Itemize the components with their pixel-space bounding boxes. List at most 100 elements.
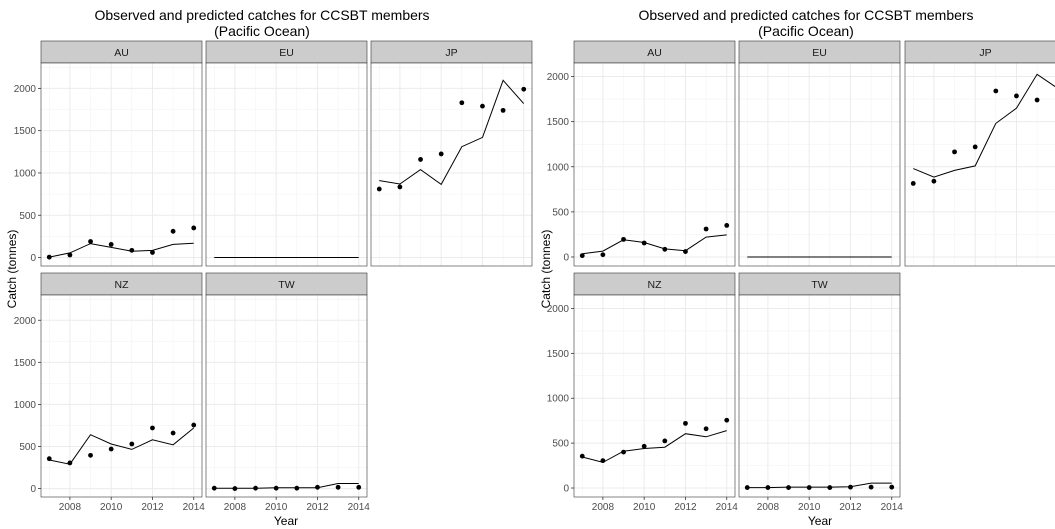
observed-point xyxy=(910,181,916,186)
observed-point xyxy=(621,236,626,242)
y-tick-label: 2000 xyxy=(547,72,570,83)
panel-background xyxy=(371,63,532,266)
predicted-line xyxy=(913,73,1055,178)
y-tick-label: 0 xyxy=(563,484,569,495)
observed-point xyxy=(438,151,444,157)
panel-tw: TW 2008 2010 2012 2014 xyxy=(738,272,903,513)
observed-point xyxy=(600,252,606,258)
panel-eu: EU xyxy=(738,40,901,267)
x-tick-label: 2008 xyxy=(757,502,780,513)
panel-background xyxy=(41,63,202,266)
observed-point xyxy=(703,426,709,432)
panel-background xyxy=(206,295,367,497)
chart-right: Observed and predicted catches for CCSBT… xyxy=(539,7,1055,528)
observed-point xyxy=(108,242,114,247)
observed-point xyxy=(376,186,382,192)
observed-point xyxy=(1034,97,1040,103)
observed-point xyxy=(232,486,238,491)
predicted-line xyxy=(582,234,727,255)
chart-left: Observed and predicted catches for CCSBT… xyxy=(5,7,533,528)
observed-point xyxy=(806,485,812,490)
x-tick-label: 2008 xyxy=(592,502,615,513)
x-tick-label: 2012 xyxy=(674,502,697,513)
observed-point xyxy=(744,485,750,490)
x-tick-label: 2014 xyxy=(183,502,206,513)
chart-subtitle: (Pacific Ocean) xyxy=(214,23,310,39)
observed-point xyxy=(1014,93,1019,99)
panel-background xyxy=(206,63,367,266)
observed-point xyxy=(931,178,937,184)
predicted-line xyxy=(49,242,194,258)
observed-point xyxy=(397,184,403,190)
y-tick-label: 500 xyxy=(19,442,36,453)
panel-background xyxy=(574,63,735,266)
y-axis-title: Catch (tonnes) xyxy=(539,230,553,309)
y-tick-label: 500 xyxy=(19,211,36,222)
observed-point xyxy=(88,239,93,244)
y-tick-label: 0 xyxy=(30,253,36,264)
observed-point xyxy=(459,100,465,106)
observed-point xyxy=(641,443,647,449)
y-axis-title: Catch (tonnes) xyxy=(5,230,19,309)
y-tick-label: 1000 xyxy=(14,400,37,411)
observed-point xyxy=(952,149,957,155)
observed-point xyxy=(579,253,585,259)
panel-border xyxy=(738,294,901,498)
observed-point xyxy=(621,449,626,455)
facet-strip-label: AU xyxy=(647,47,662,59)
panel-background xyxy=(574,295,735,497)
x-tick-label: 2014 xyxy=(348,502,371,513)
y-tick-label: 1000 xyxy=(14,168,37,179)
facet-strip-label: TW xyxy=(278,279,294,291)
observed-point xyxy=(46,456,52,462)
panel-background xyxy=(905,63,1055,266)
facet-strip-label: NZ xyxy=(648,279,663,291)
y-tick-label: 1500 xyxy=(14,358,37,369)
observed-point xyxy=(356,484,362,490)
y-tick-label: 0 xyxy=(563,252,569,263)
observed-point xyxy=(579,453,585,459)
observed-point xyxy=(129,441,135,447)
y-tick-label: 0 xyxy=(30,484,36,495)
panel-nz: NZ 0 500 1000 1500 2000 2008 2010 2012 2014 xyxy=(547,272,738,513)
y-tick-label: 500 xyxy=(552,207,569,218)
panel-background xyxy=(41,295,202,497)
observed-point xyxy=(703,226,709,232)
panel-background xyxy=(739,63,900,266)
observed-point xyxy=(500,107,506,113)
observed-point xyxy=(418,157,423,162)
observed-point xyxy=(724,417,730,423)
observed-point xyxy=(67,252,73,258)
predicted-line xyxy=(214,483,359,489)
facet-strip-label: TW xyxy=(811,279,827,291)
observed-point xyxy=(641,240,647,246)
facet-strip-label: JP xyxy=(445,47,457,59)
panel-au: AU 0 500 1000 1500 2000 xyxy=(14,40,203,267)
observed-point xyxy=(993,88,999,94)
observed-point xyxy=(170,430,176,436)
panel-tw: TW 2008 2010 2012 2014 xyxy=(205,272,371,513)
x-tick-label: 2010 xyxy=(633,502,656,513)
observed-point xyxy=(786,485,791,490)
facet-strip-label: EU xyxy=(812,47,827,59)
observed-point xyxy=(480,103,485,109)
panel-au: AU 0 500 1000 1500 2000 xyxy=(547,40,736,267)
observed-point xyxy=(683,420,688,426)
panel-border xyxy=(205,62,368,267)
observed-point xyxy=(273,485,279,491)
y-tick-label: 2000 xyxy=(14,316,37,327)
observed-point xyxy=(868,484,874,490)
chart-subtitle: (Pacific Ocean) xyxy=(758,23,854,39)
observed-point xyxy=(211,485,217,491)
observed-point xyxy=(294,485,300,491)
observed-point xyxy=(46,254,52,260)
facet-strip-label: NZ xyxy=(115,279,130,291)
observed-point xyxy=(67,460,73,466)
x-axis-title: Year xyxy=(274,514,298,528)
observed-point xyxy=(662,246,668,252)
predicted-line xyxy=(747,482,892,489)
observed-point xyxy=(191,225,197,231)
panel-background xyxy=(739,295,900,497)
observed-point xyxy=(108,446,114,452)
panel-border xyxy=(573,294,736,498)
